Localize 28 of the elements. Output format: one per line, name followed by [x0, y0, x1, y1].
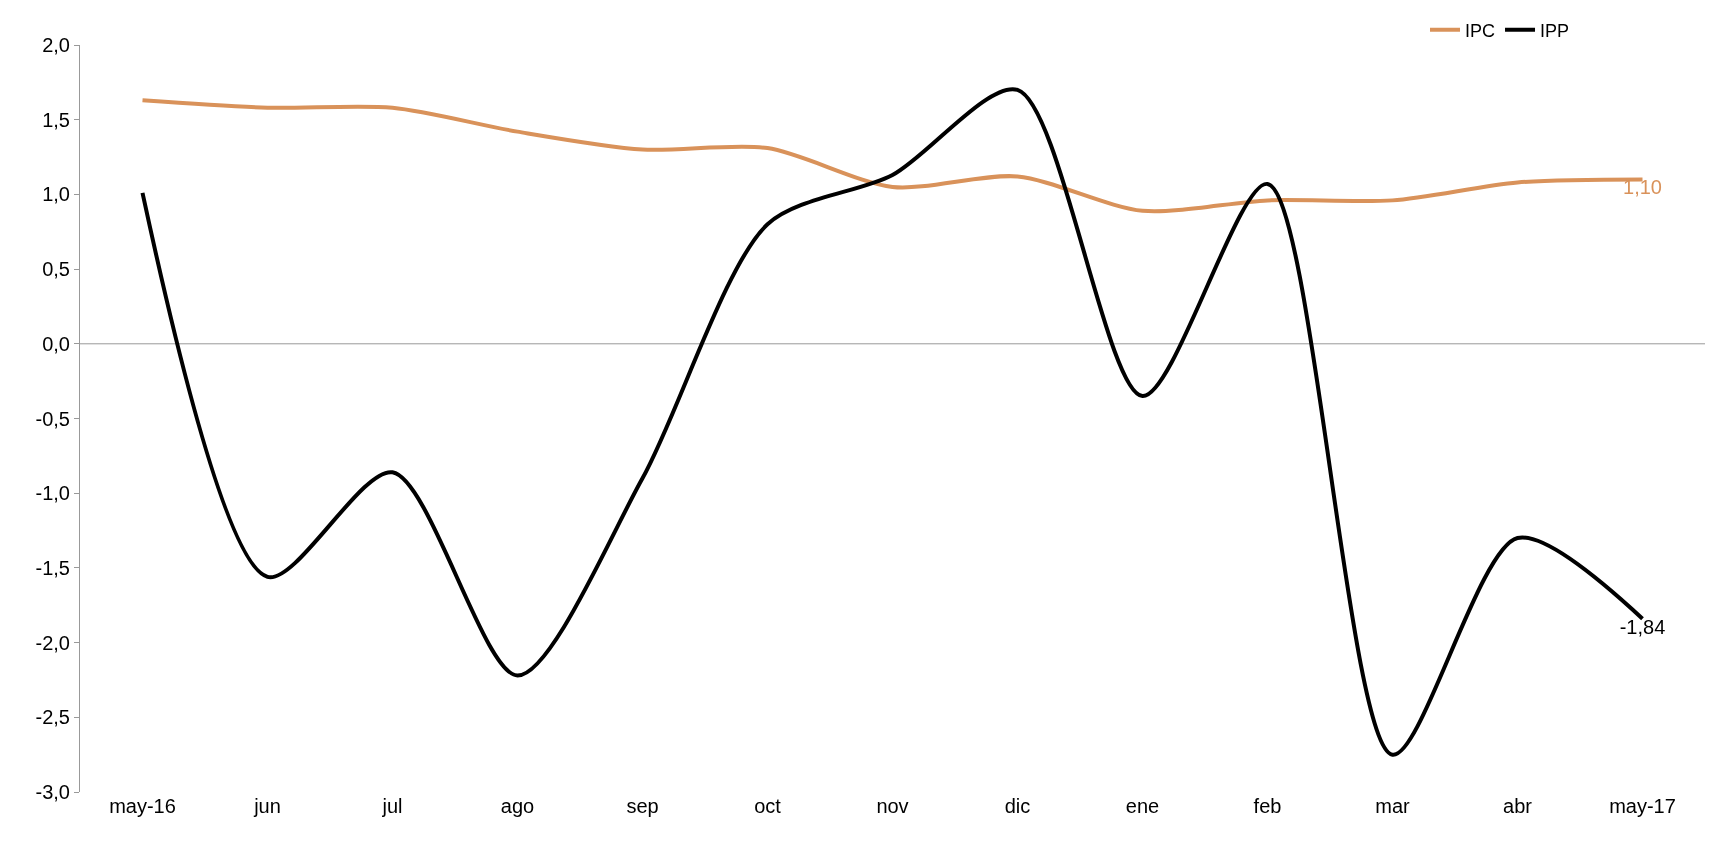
x-tick-label: sep: [626, 795, 659, 817]
y-tick-label: 1,0: [42, 183, 70, 206]
y-tick-label: 0,0: [42, 332, 70, 355]
y-tick-label: -1,5: [35, 556, 70, 579]
x-tick-label: ene: [1125, 795, 1160, 817]
legend-label: IPC: [1465, 20, 1496, 41]
x-tick-label: feb: [1253, 795, 1282, 817]
y-tick-label: -1,0: [35, 482, 70, 505]
y-tick-label: 2,0: [42, 34, 70, 56]
x-tick-label: ago: [500, 795, 535, 817]
data-label: 1,10: [1623, 176, 1662, 199]
x-tick-label: mar: [1375, 795, 1411, 817]
y-tick-label: 0,5: [42, 258, 70, 281]
legend-label: IPP: [1540, 20, 1570, 41]
x-tick-label: dic: [1004, 795, 1031, 817]
y-tick-label: -2,0: [35, 631, 70, 654]
x-tick-label: may-16: [109, 795, 176, 817]
y-tick-label: -0,5: [35, 407, 70, 430]
x-tick-label: oct: [754, 795, 782, 817]
x-tick-label: abr: [1503, 795, 1533, 817]
y-tick-label: -3,0: [35, 781, 70, 803]
x-tick-label: may-17: [1609, 795, 1676, 817]
x-tick-label: nov: [876, 795, 909, 817]
x-tick-label: jul: [381, 795, 403, 817]
data-label: -1,84: [1619, 615, 1666, 638]
y-tick-label: -2,5: [35, 706, 70, 729]
y-tick-label: 1,5: [42, 108, 70, 131]
x-tick-label: jun: [253, 795, 281, 817]
